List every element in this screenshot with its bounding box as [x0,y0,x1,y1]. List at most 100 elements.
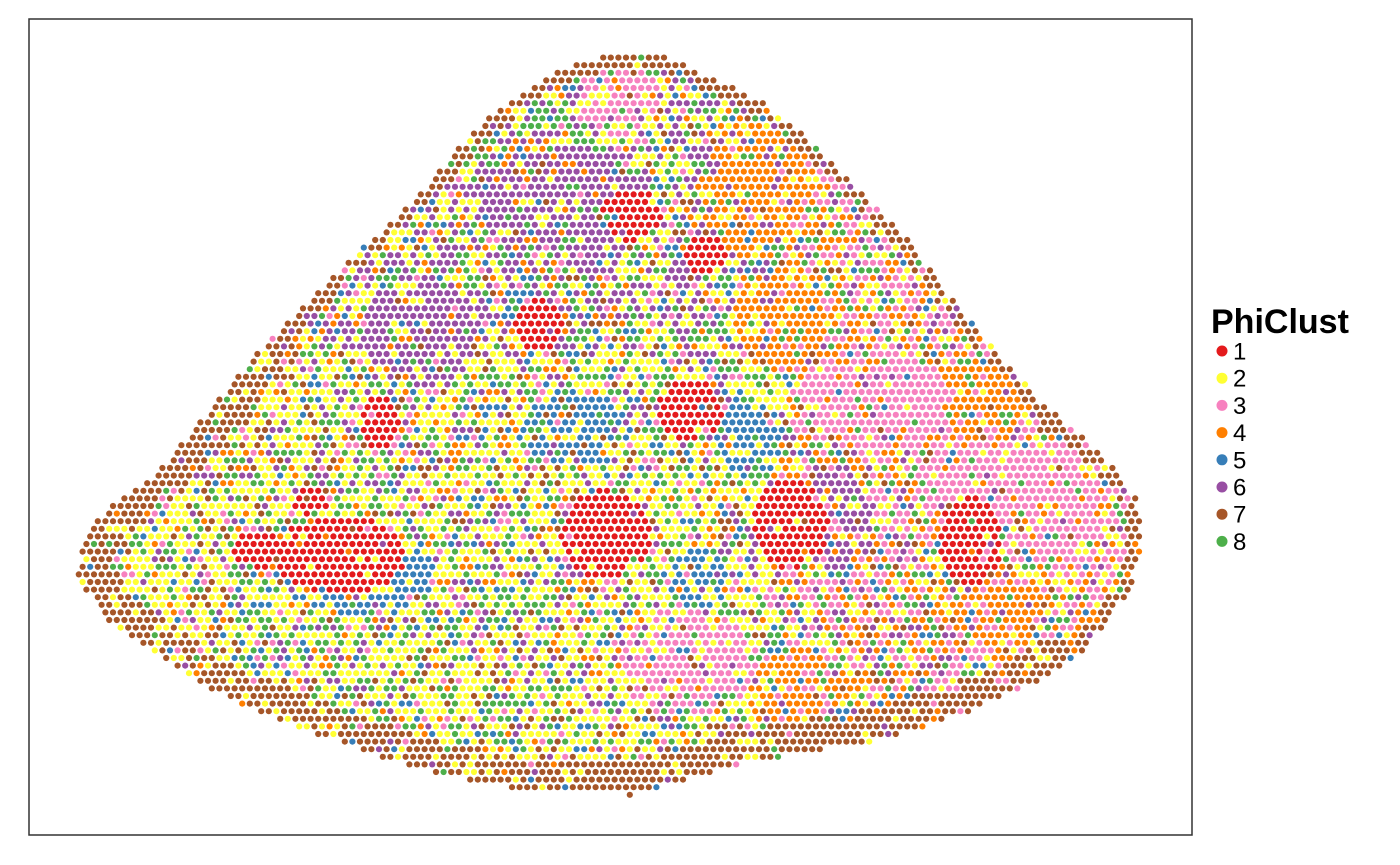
spot-cluster-8 [603,214,611,221]
spot-cluster-4 [550,274,557,282]
spot-cluster-2 [478,343,485,350]
spot-cluster-4 [744,282,751,289]
spot-cluster-3 [911,388,918,396]
spot-cluster-7 [999,366,1006,373]
spot-cluster-2 [250,510,257,517]
spot-cluster-4 [1025,434,1032,441]
spot-cluster-4 [938,366,945,373]
spot-cluster-1 [702,259,709,266]
spot-cluster-1 [372,434,379,441]
spot-cluster-5 [265,373,272,380]
spot-cluster-8 [664,518,671,525]
spot-cluster-4 [797,267,804,274]
spot-cluster-6 [596,198,603,206]
spot-cluster-2 [698,115,706,122]
spot-cluster-3 [816,411,823,418]
spot-cluster-4 [953,457,960,464]
spot-cluster-1 [657,396,664,403]
spot-cluster-7 [714,464,721,472]
spot-cluster-7 [976,426,983,434]
spot-cluster-4 [406,335,413,342]
spot-cluster-3 [349,419,356,426]
spot-cluster-5 [930,350,937,358]
spot-cluster-8 [512,472,519,479]
spot-cluster-2 [881,252,888,259]
spot-cluster-4 [964,404,972,411]
spot-cluster-3 [873,312,880,320]
spot-cluster-4 [645,495,652,502]
spot-cluster-8 [429,426,436,434]
spot-cluster-8 [558,244,565,251]
spot-cluster-6 [710,320,717,327]
spot-cluster-6 [387,252,394,259]
spot-cluster-3 [983,442,991,449]
spot-cluster-3 [318,464,326,472]
spot-cluster-2 [619,426,626,434]
spot-cluster-8 [554,449,561,456]
spot-cluster-3 [584,388,592,396]
spot-cluster-2 [235,449,242,456]
spot-cluster-2 [630,388,637,396]
spot-cluster-2 [155,518,162,525]
spot-cluster-1 [812,510,820,517]
spot-cluster-2 [349,312,356,320]
spot-cluster-7 [660,434,668,441]
spot-cluster-6 [679,442,687,449]
spot-cluster-6 [486,191,493,198]
spot-cluster-6 [695,153,702,160]
spot-cluster-6 [448,252,455,259]
spot-cluster-3 [934,495,941,502]
spot-cluster-6 [440,495,447,502]
spot-cluster-7 [474,350,481,358]
spot-cluster-2 [668,480,675,487]
spot-cluster-4 [672,366,679,373]
spot-cluster-6 [577,312,584,320]
spot-cluster-7 [786,168,793,175]
spot-cluster-3 [482,487,489,494]
spot-cluster-3 [949,480,956,487]
spot-cluster-5 [683,145,690,152]
spot-cluster-3 [288,510,295,517]
spot-cluster-2 [721,100,728,107]
spot-cluster-5 [577,449,584,456]
spot-cluster-4 [793,168,801,175]
spot-cluster-2 [470,297,478,304]
spot-cluster-2 [630,267,637,274]
spot-cluster-3 [820,449,827,456]
spot-cluster-5 [588,442,595,449]
spot-cluster-2 [322,396,329,403]
spot-cluster-8 [752,464,759,472]
spot-cluster-2 [679,502,687,510]
spot-cluster-2 [596,138,603,145]
spot-cluster-3 [934,419,941,426]
spot-cluster-7 [565,320,573,327]
spot-cluster-8 [334,419,341,426]
spot-cluster-3 [896,282,903,289]
spot-cluster-1 [626,502,633,510]
spot-cluster-7 [1018,388,1025,396]
spot-cluster-7 [349,434,356,441]
spot-cluster-2 [638,358,645,365]
spot-cluster-4 [242,449,250,456]
spot-cluster-4 [539,267,546,274]
spot-cluster-3 [615,115,622,122]
spot-cluster-7 [147,487,155,494]
spot-cluster-4 [668,206,675,213]
spot-cluster-3 [1040,464,1048,472]
spot-cluster-4 [691,343,698,350]
spot-cluster-1 [368,518,375,525]
spot-cluster-2 [364,297,371,304]
spot-cluster-2 [987,343,994,350]
spot-cluster-6 [660,252,668,259]
spot-cluster-3 [630,115,637,122]
spot-cluster-7 [212,404,219,411]
spot-cluster-4 [242,510,250,517]
spot-cluster-2 [714,495,721,502]
spot-cluster-6 [406,442,413,449]
spot-cluster-4 [398,244,405,251]
spot-cluster-3 [482,320,489,327]
spot-cluster-5 [611,366,618,373]
spot-cluster-6 [501,297,508,304]
spot-cluster-6 [706,145,713,152]
spot-cluster-8 [474,153,481,160]
